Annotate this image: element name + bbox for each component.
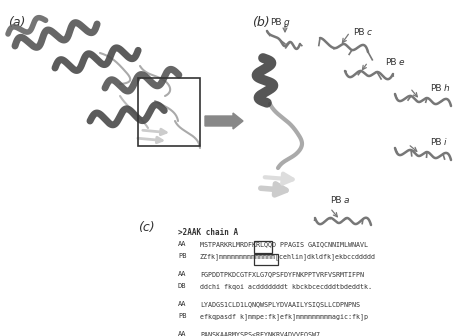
- Text: efkqpasdf k]mmpe:fk]efk]mmmmmmmmmagic:fk]p: efkqpasdf k]mmpe:fk]efk]mmmmmmmmmagic:fk…: [200, 313, 368, 320]
- Text: PANSKAARMYSPS<RFYNKRV4DVVFQSW7: PANSKAARMYSPS<RFYNKRV4DVVFQSW7: [200, 331, 320, 336]
- Text: a: a: [344, 196, 349, 205]
- Text: ddchi fkqoi acdddddddt kbckbcecdddtbdeddtk.: ddchi fkqoi acdddddddt kbckbcecdddtbdedd…: [200, 284, 372, 290]
- Bar: [138, 78, 200, 146]
- Text: PB: PB: [353, 28, 365, 37]
- Text: PB: PB: [270, 18, 282, 27]
- Bar: [254, 241, 272, 252]
- Text: FGPDDTPKDCGTFXLG7QPSFDYFNKPPTVRFVSRMTIFPN: FGPDDTPKDCGTFXLG7QPSFDYFNKPPTVRFVSRMTIFP…: [200, 271, 364, 277]
- Text: (a): (a): [8, 16, 26, 29]
- Text: AA: AA: [178, 271, 186, 277]
- Text: >2AAK chain A: >2AAK chain A: [178, 228, 238, 237]
- Text: PB: PB: [178, 313, 186, 320]
- Text: LYADGS1CLD1LQNQWSPLYDVAAILYSIQSLLCDPNPNS: LYADGS1CLD1LQNQWSPLYDVAAILYSIQSLLCDPNPNS: [200, 301, 360, 307]
- Text: e: e: [399, 58, 404, 67]
- Text: PB: PB: [430, 138, 441, 147]
- Text: i: i: [444, 138, 447, 147]
- Text: ZZfk]mmmmmmmmmmmmmm[cehlin]dkldfk]ekbccddddd: ZZfk]mmmmmmmmmmmmmm[cehlin]dkldfk]ekbccd…: [200, 253, 376, 260]
- Text: (b): (b): [252, 16, 270, 29]
- Text: PB: PB: [430, 84, 441, 93]
- Text: PB: PB: [385, 58, 396, 67]
- Bar: [254, 253, 278, 265]
- Text: MSTPARKRLMRDFKRLQQD PPAGIS GAIQCNNIMLWNAVL: MSTPARKRLMRDFKRLQQD PPAGIS GAIQCNNIMLWNA…: [200, 241, 368, 247]
- Text: c: c: [367, 28, 372, 37]
- Text: AA: AA: [178, 331, 186, 336]
- Text: (c): (c): [138, 221, 155, 234]
- Text: AA: AA: [178, 301, 186, 307]
- Text: PB: PB: [330, 196, 341, 205]
- Text: DB: DB: [178, 284, 186, 290]
- Text: h: h: [444, 84, 450, 93]
- Text: PB: PB: [178, 253, 186, 259]
- Text: g: g: [284, 18, 290, 27]
- FancyArrow shape: [205, 113, 243, 129]
- Text: AA: AA: [178, 241, 186, 247]
